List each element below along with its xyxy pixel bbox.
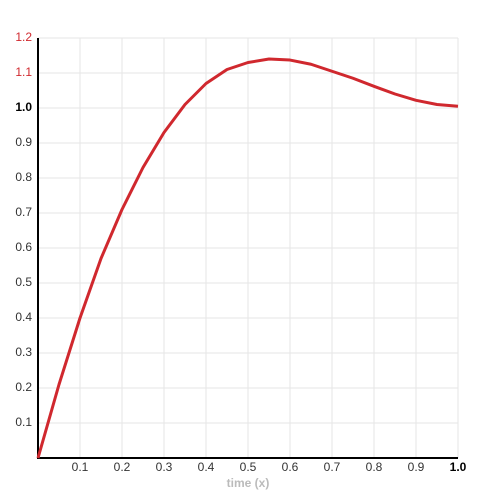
- y-tick-label: 0.4: [15, 310, 32, 324]
- x-tick-label: 0.4: [198, 460, 215, 474]
- line: [36, 57, 459, 459]
- x-tick-label: 0.7: [324, 460, 341, 474]
- y-tick-label: 0.6: [15, 240, 32, 254]
- x-axis-label: time (x): [227, 476, 270, 490]
- y-tick-label: 0.9: [15, 135, 32, 149]
- y-tick-label: 0.7: [15, 205, 32, 219]
- y-tick-label: 0.5: [15, 275, 32, 289]
- x-tick-label: 0.5: [240, 460, 257, 474]
- y-tick-label: 1.1: [15, 65, 32, 79]
- x-tick-label: 0.3: [156, 460, 173, 474]
- y-tick-label: 0.3: [15, 345, 32, 359]
- y-tick-label: 0.1: [15, 415, 32, 429]
- x-tick-label: 0.6: [282, 460, 299, 474]
- x-tick-label: 0.9: [408, 460, 425, 474]
- x-tick-label: 0.1: [72, 460, 89, 474]
- x-tick-label: 0.2: [114, 460, 131, 474]
- y-tick-label: 0.2: [15, 380, 32, 394]
- x-tick-label: 1.0: [450, 460, 467, 474]
- y-tick-label: 1.2: [15, 30, 32, 44]
- y-tick-label: 1.0: [15, 100, 32, 114]
- x-tick-label: 0.8: [366, 460, 383, 474]
- y-tick-label: 0.8: [15, 170, 32, 184]
